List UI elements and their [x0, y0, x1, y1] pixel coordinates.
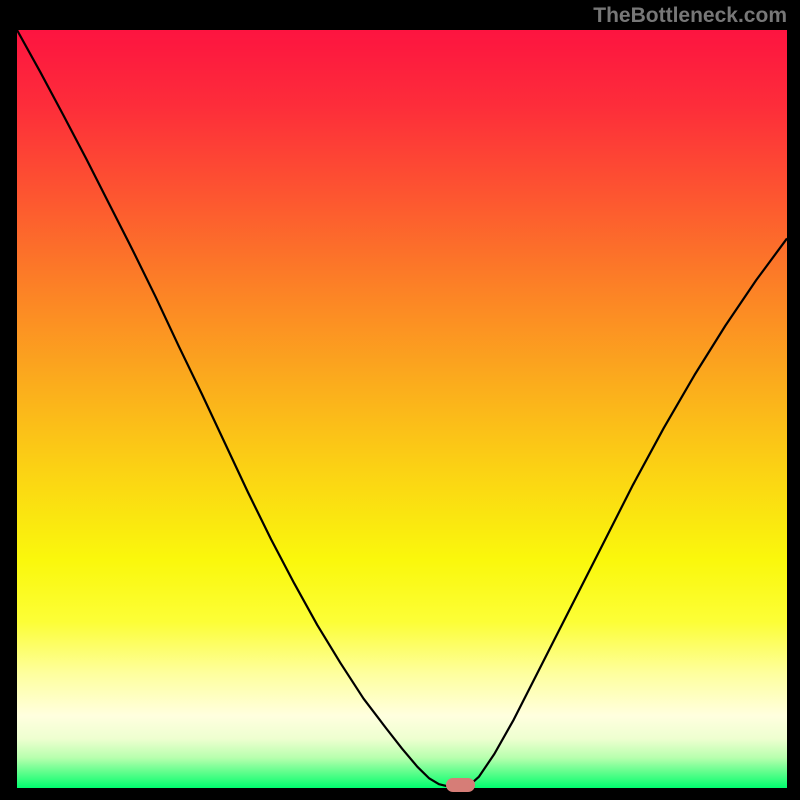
- optimal-marker: [446, 778, 475, 792]
- chart-container: TheBottleneck.com: [0, 0, 800, 800]
- gradient-background: [17, 30, 787, 788]
- bottleneck-chart: [0, 0, 800, 800]
- watermark-text: TheBottleneck.com: [593, 4, 787, 28]
